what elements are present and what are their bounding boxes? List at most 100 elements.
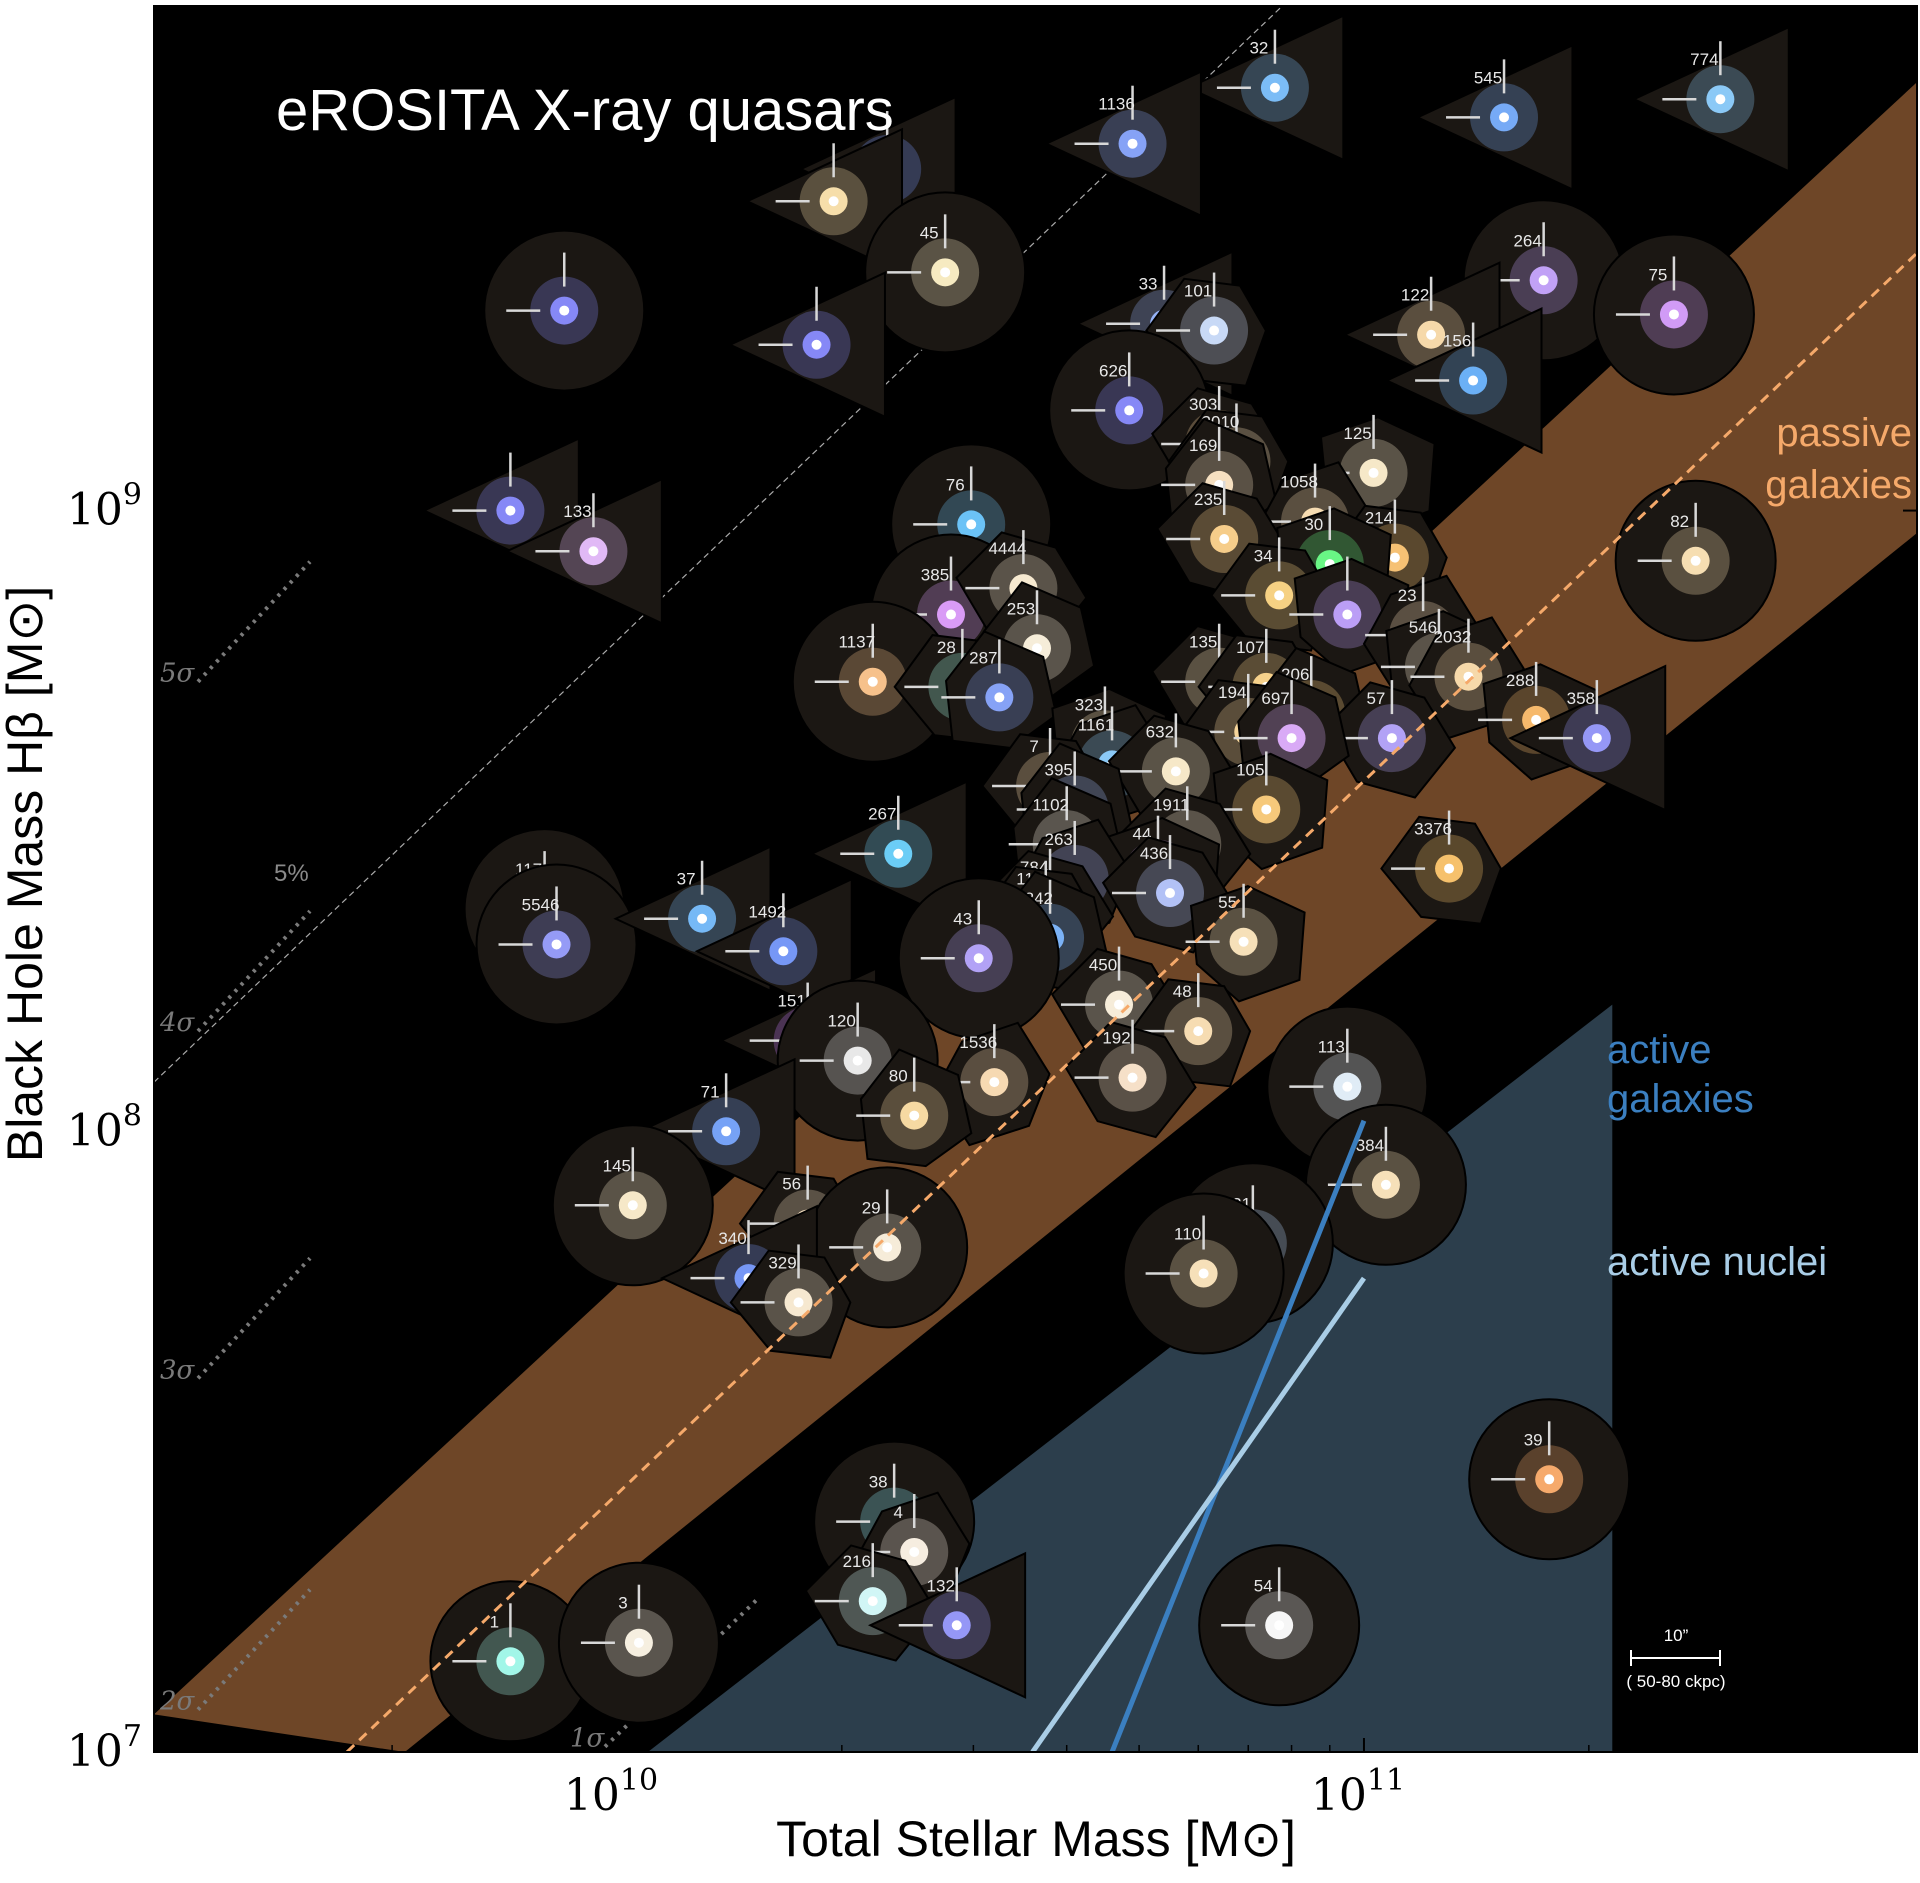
sigma-line-4: 2σ: [159, 1588, 312, 1717]
galaxy-nucleus: [909, 1110, 920, 1121]
galaxy-id-label: 2032: [1434, 628, 1472, 647]
sigma-label: 2σ: [159, 1687, 196, 1717]
galaxy-nucleus: [893, 848, 904, 859]
galaxy-id-label: 54: [1254, 1576, 1273, 1595]
galaxy-nucleus: [1127, 138, 1138, 149]
galaxy-point: [744, 127, 904, 275]
galaxy-id-label: 105: [1236, 760, 1264, 779]
galaxy-point: 192: [1064, 1019, 1197, 1139]
galaxy-id-label: 3376: [1414, 820, 1452, 839]
galaxy-id-label: 101: [1184, 282, 1212, 301]
galaxy-point: 1492: [694, 877, 853, 1025]
galaxy-nucleus: [811, 339, 822, 350]
galaxy-id-label: 135: [1189, 633, 1217, 652]
galaxy-nucleus: [1386, 733, 1397, 744]
galaxy-id-label: 264: [1513, 231, 1541, 250]
galaxy-nucleus: [1219, 533, 1230, 544]
galaxy-nucleus: [1531, 714, 1542, 725]
galaxy-nucleus: [1198, 1268, 1209, 1279]
galaxy-id-label: 110: [1174, 1225, 1201, 1244]
galaxy-nucleus: [909, 1546, 920, 1557]
galaxy-nucleus: [951, 1620, 962, 1631]
galaxy-id-label: 235: [1194, 490, 1222, 509]
galaxy-id-label: 30: [1304, 515, 1323, 534]
galaxy-id-label: 340: [718, 1229, 746, 1248]
galaxy-id-label: 545: [1474, 68, 1502, 87]
galaxy-id-label: 113: [1318, 1038, 1345, 1057]
galaxy-point: 80: [856, 1048, 973, 1168]
galaxy-nucleus: [1261, 804, 1272, 815]
offset-line-label: 5%: [274, 860, 309, 887]
galaxy-id-label: 395: [1045, 760, 1073, 779]
galaxy-id-label: 71: [701, 1082, 720, 1101]
galaxy-nucleus: [505, 1656, 516, 1667]
passive-galaxies-label-line-1: passive: [1776, 411, 1912, 455]
galaxy-point: 1: [429, 1580, 592, 1743]
galaxy-point: 264: [1462, 199, 1625, 362]
sigma-label: 3σ: [160, 1355, 196, 1385]
galaxy-nucleus: [1468, 375, 1479, 386]
galaxy-point: [483, 229, 646, 392]
y-axis-label: Black Hole Mass Hβ [M⊙]: [0, 586, 53, 1162]
galaxy-id-label: 7: [1029, 737, 1038, 756]
galaxy-nucleus: [1544, 1474, 1555, 1485]
galaxy-nucleus: [1342, 609, 1353, 620]
galaxy-nucleus: [505, 505, 516, 516]
galaxy-nucleus: [852, 1055, 863, 1066]
y-tick-label: 107: [67, 1719, 142, 1777]
y-tick-label: 109: [67, 478, 142, 536]
galaxy-nucleus: [1269, 82, 1280, 93]
galaxy-point: 32: [1186, 14, 1345, 162]
galaxy-point: 3376: [1380, 810, 1503, 925]
active-galaxies-label-line-2: galaxies: [1607, 1077, 1754, 1121]
galaxy-point: 287: [941, 630, 1058, 750]
galaxy-nucleus: [828, 196, 839, 207]
galaxy-nucleus: [989, 1077, 1000, 1088]
galaxy-id-label: 29: [862, 1198, 881, 1217]
galaxy-id-label: 122: [1401, 286, 1429, 305]
galaxy-point: 29: [806, 1166, 969, 1329]
galaxy-id-label: 5546: [522, 895, 560, 914]
galaxy-nucleus: [1668, 309, 1679, 320]
galaxy-point: 75: [1592, 233, 1755, 396]
galaxy-id-label: 3: [618, 1594, 627, 1613]
galaxy-id-label: 216: [843, 1552, 871, 1571]
galaxy-id-label: 57: [1366, 689, 1385, 708]
galaxy-point: 145: [551, 1124, 714, 1287]
galaxy-nucleus: [627, 1200, 638, 1211]
galaxy-id-label: 125: [1343, 424, 1371, 443]
active-nuclei-relation-line: [1030, 1276, 1367, 1752]
galaxy-id-label: 107: [1236, 638, 1264, 657]
sigma-label: 1σ: [570, 1724, 606, 1754]
galaxy-nucleus: [1342, 1081, 1353, 1092]
scale-bar-sublabel: ( 50-80 ckpc): [1626, 1672, 1725, 1691]
galaxy-nucleus: [559, 305, 570, 316]
galaxy-id-label: 23: [1398, 586, 1417, 605]
galaxy-id-label: 1: [490, 1612, 499, 1631]
galaxy-id-label: 546: [1409, 618, 1437, 637]
galaxy-point: 384: [1304, 1103, 1467, 1266]
galaxy-id-label: 132: [927, 1576, 955, 1595]
galaxy-id-label: 38: [869, 1473, 888, 1492]
galaxy-id-label: 263: [1045, 830, 1073, 849]
galaxy-id-label: 4444: [988, 539, 1026, 558]
galaxy-point: 132: [867, 1551, 1027, 1699]
galaxy-nucleus: [697, 913, 708, 924]
galaxy-nucleus: [867, 676, 878, 687]
galaxy-point: 1136: [1043, 70, 1202, 218]
galaxy-nucleus: [1193, 1026, 1204, 1037]
chart-title: eROSITA X-ray quasars: [276, 78, 894, 143]
active-galaxies-relation-line: [1109, 1119, 1367, 1752]
galaxy-id-label: 169: [1189, 436, 1217, 455]
galaxy-id-label: 1161: [1078, 715, 1115, 734]
sigma-label: 4σ: [159, 1008, 196, 1038]
sigma-dotted-line: [196, 1256, 312, 1380]
sigma-lines: 5σ 4σ 3σ 2σ 1σ: [159, 560, 762, 1754]
galaxy-nucleus: [882, 1242, 893, 1253]
galaxy-point: 5546: [475, 863, 638, 1026]
galaxy-point: 329: [729, 1244, 852, 1359]
sigma-line-5: 1σ: [570, 1595, 762, 1754]
galaxy-point: 82: [1614, 479, 1777, 642]
galaxy-nucleus: [1114, 999, 1125, 1010]
